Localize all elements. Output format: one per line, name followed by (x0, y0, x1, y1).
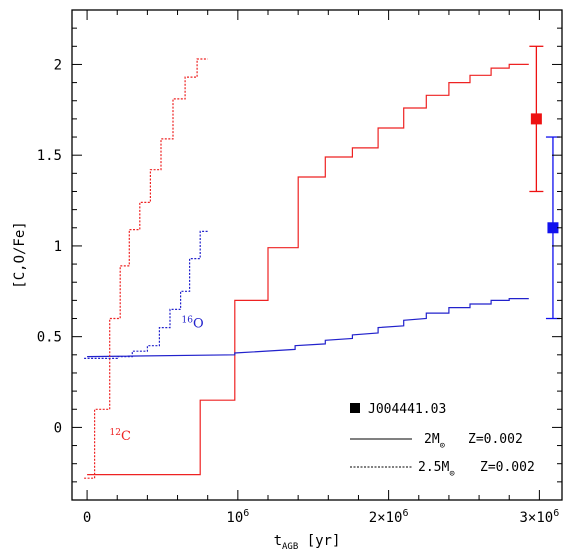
y-tick-label: 0 (54, 420, 62, 436)
annotation-label_c12: 12C (110, 428, 131, 444)
series-line-c12_2p5msun (84, 58, 208, 479)
y-tick-label: 1.5 (37, 148, 62, 164)
legend: J004441.03 2M⊙ Z=0.002 2.5M⊙ Z=0.002 (350, 402, 535, 479)
legend-label-2p5msun: 2.5M⊙ (418, 460, 455, 479)
plot-frame (71, 9, 563, 501)
legend-label-z-dotted: Z=0.002 (480, 460, 535, 475)
legend-marker-square (350, 403, 360, 413)
y-axis-label: [C,O/Fe] (12, 221, 28, 288)
data-point-obs_c (530, 113, 542, 125)
y-tick-label: 0.5 (37, 330, 62, 346)
annotation-label_o16: 16O (182, 316, 204, 332)
x-axis-label: tAGB [yr] (274, 533, 341, 552)
x-tick-label: 0 (83, 510, 91, 526)
series-line-c12_2msun (87, 63, 529, 476)
legend-label-z-solid: Z=0.002 (468, 432, 523, 447)
data-point-obs_o (547, 222, 559, 234)
y-tick-label: 1 (54, 239, 62, 255)
y-tick-label: 2 (54, 57, 62, 73)
series-line-o16_2p5msun (84, 230, 208, 359)
x-tick-label: 2×106 (369, 508, 409, 526)
text-layer: 0 106 2×106 3×106 0 0.5 1 1.5 2 tAGB [yr] [C,O/Fe]… (12, 57, 559, 552)
legend-label-2msun: 2M⊙ (424, 432, 445, 451)
axes-layer (71, 9, 563, 501)
series-line-o16_2msun (87, 298, 529, 358)
x-tick-label: 106 (226, 508, 249, 526)
x-tick-label: 3×106 (520, 508, 560, 526)
legend-label-observation: J004441.03 (368, 402, 446, 417)
